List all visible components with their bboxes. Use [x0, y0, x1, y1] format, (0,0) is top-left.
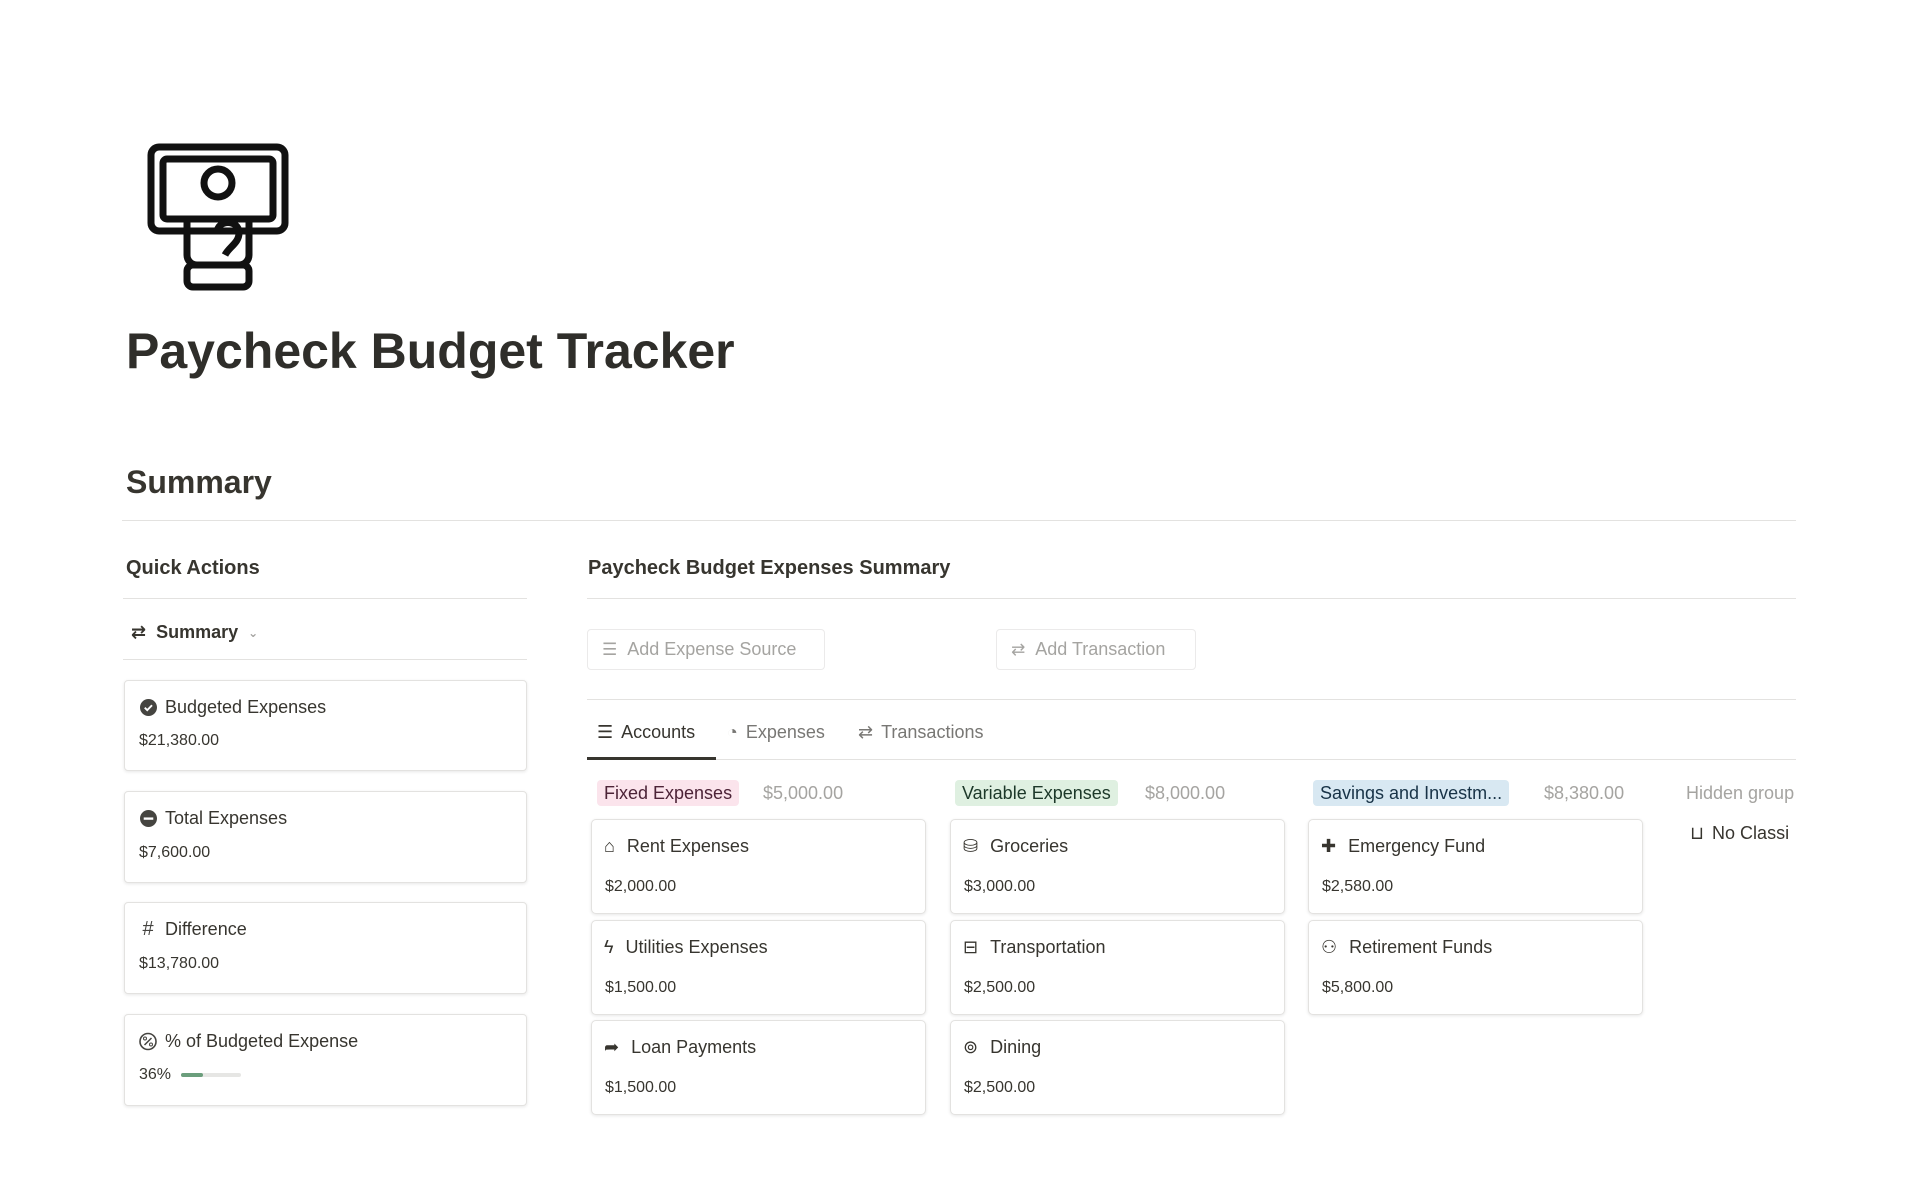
group-total: $8,000.00: [1145, 783, 1226, 803]
group-tag-variable[interactable]: Variable Expenses: [955, 780, 1118, 806]
hidden-groups-label[interactable]: Hidden group: [1686, 783, 1795, 803]
account-name: Rent Expenses: [626, 836, 749, 856]
account-name: Retirement Funds: [1349, 937, 1493, 957]
divider: [587, 598, 1796, 599]
progress-fill: [181, 1073, 203, 1077]
transactions-icon: ⇄: [858, 722, 874, 742]
account-amount: $2,500.00: [964, 1079, 1036, 1096]
account-card[interactable]: ϟ Utilities Expenses $1,500.00: [591, 920, 926, 1015]
difference-card[interactable]: # Difference $13,780.00: [124, 902, 527, 994]
transactions-icon: ⇄: [131, 622, 147, 642]
database-icon: ☰: [597, 722, 614, 742]
account-amount: $1,500.00: [605, 979, 677, 996]
account-amount: $2,500.00: [964, 979, 1036, 996]
account-card[interactable]: ✚ Emergency Fund $2,580.00: [1308, 819, 1643, 914]
divider: [587, 759, 1796, 760]
home-icon: ⌂: [604, 836, 615, 856]
tab-label: Expenses: [745, 722, 825, 742]
account-card[interactable]: ⊟ Transportation $2,500.00: [950, 920, 1285, 1015]
page-title: Paycheck Budget Tracker: [126, 323, 735, 379]
inbox-icon: ⊔: [1690, 823, 1705, 843]
divider: [587, 699, 1796, 700]
card-label: Budgeted Expenses: [165, 697, 327, 717]
account-name: Utilities Expenses: [625, 937, 768, 957]
tab-label: Transactions: [881, 722, 984, 742]
plus-icon: ✚: [1321, 836, 1337, 856]
card-value: $7,600.00: [139, 844, 211, 861]
tab-expenses[interactable]: ◔ Expenses: [727, 722, 825, 743]
database-icon: ☰: [602, 639, 618, 659]
divider: [122, 520, 1796, 521]
percent-icon: [139, 1032, 157, 1051]
expenses-summary-heading: Paycheck Budget Expenses Summary: [588, 557, 951, 579]
account-name: Transportation: [990, 937, 1106, 957]
account-amount: $2,580.00: [1322, 878, 1394, 895]
card-value: $21,380.00: [139, 732, 220, 749]
pie-chart-icon: ◔: [727, 722, 738, 742]
account-amount: $1,500.00: [605, 1079, 677, 1096]
account-name: Dining: [990, 1037, 1042, 1057]
hidden-group-item[interactable]: ⊔ No Classi: [1690, 823, 1796, 844]
account-card[interactable]: ⊚ Dining $2,500.00: [950, 1020, 1285, 1115]
dining-icon: ⊚: [963, 1037, 979, 1057]
card-label: % of Budgeted Expense: [165, 1031, 359, 1051]
total-expenses-card[interactable]: Total Expenses $7,600.00: [124, 791, 527, 883]
account-card[interactable]: ⌂ Rent Expenses $2,000.00: [591, 819, 926, 914]
account-name: Emergency Fund: [1348, 836, 1486, 856]
active-tab-indicator: [587, 757, 716, 760]
view-selector[interactable]: ⇄ Summary ⌄: [131, 622, 258, 643]
budgeted-expenses-card[interactable]: Budgeted Expenses $21,380.00: [124, 680, 527, 771]
account-amount: $3,000.00: [964, 878, 1036, 895]
summary-heading: Summary: [126, 464, 272, 500]
card-label: Total Expenses: [165, 808, 288, 828]
quick-actions-heading: Quick Actions: [126, 557, 260, 579]
percent-value: 36%: [139, 1066, 172, 1083]
tab-label: Accounts: [621, 722, 696, 742]
chevron-down-icon: ⌄: [248, 625, 259, 640]
account-card[interactable]: ➦ Loan Payments $1,500.00: [591, 1020, 926, 1115]
bus-icon: ⊟: [963, 937, 979, 957]
button-label: Add Expense Source: [627, 639, 797, 659]
account-card[interactable]: ⚇ Retirement Funds $5,800.00: [1308, 920, 1643, 1015]
account-amount: $5,800.00: [1322, 979, 1394, 996]
button-label: Add Transaction: [1035, 639, 1166, 659]
hash-icon: #: [142, 918, 154, 940]
progress-bar: [181, 1073, 242, 1077]
add-expense-source-button[interactable]: ☰ Add Expense Source: [587, 629, 825, 670]
money-hand-icon: [147, 143, 289, 291]
add-transaction-button[interactable]: ⇄ Add Transaction: [996, 629, 1196, 670]
tab-accounts[interactable]: ☰ Accounts: [597, 722, 695, 743]
account-card[interactable]: ⛁ Groceries $3,000.00: [950, 819, 1285, 914]
groceries-icon: ⛁: [963, 836, 979, 856]
minus-circle-icon: [139, 810, 157, 828]
card-label: Difference: [165, 919, 247, 939]
percent-budgeted-card[interactable]: % of Budgeted Expense 36%: [124, 1014, 527, 1106]
card-value: $13,780.00: [139, 955, 220, 972]
account-amount: $2,000.00: [605, 878, 677, 895]
group-total: $8,380.00: [1544, 783, 1625, 803]
bolt-icon: ϟ: [604, 937, 614, 957]
people-icon: ⚇: [1321, 937, 1338, 957]
divider: [123, 598, 527, 599]
transactions-icon: ⇄: [1011, 639, 1026, 659]
group-tag-savings[interactable]: Savings and Investm...: [1313, 780, 1510, 806]
account-name: Loan Payments: [631, 1037, 757, 1057]
view-selector-label: Summary: [156, 622, 239, 642]
tab-transactions[interactable]: ⇄ Transactions: [858, 722, 983, 743]
share-arrow-icon: ➦: [604, 1037, 620, 1057]
check-circle-icon: [139, 699, 157, 717]
hidden-group-label: No Classi: [1712, 823, 1790, 843]
group-tag-fixed[interactable]: Fixed Expenses: [597, 780, 740, 806]
divider: [123, 659, 527, 660]
account-name: Groceries: [990, 836, 1069, 856]
group-total: $5,000.00: [763, 783, 844, 803]
